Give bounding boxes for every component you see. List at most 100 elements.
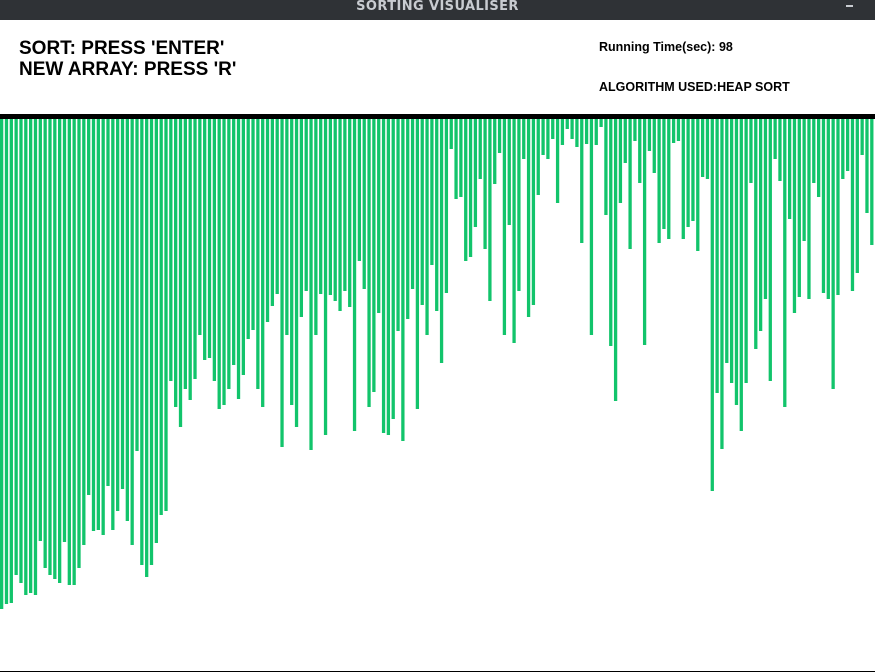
bar-2 [9,119,13,603]
bar-98 [473,119,478,227]
bar-136 [657,119,661,243]
bar-90 [435,119,439,311]
bar-168 [812,119,816,183]
bar-120 [580,119,584,243]
bar-164 [792,119,797,313]
bar-131 [633,119,637,141]
bar-88 [425,119,429,335]
bar-176 [850,119,855,291]
bar-44 [212,119,216,381]
bar-159 [768,119,772,381]
bar-150 [725,119,729,363]
bar-142 [686,119,690,227]
bar-80 [386,119,391,435]
bar-141 [681,119,685,239]
bar-19 [91,119,96,531]
bar-55 [265,119,270,322]
bar-101 [488,119,492,301]
bar-167 [807,119,811,299]
bar-152 [734,119,739,405]
bar-160 [773,119,777,159]
header-divider [0,114,875,119]
bar-38 [183,119,187,389]
bar-162 [783,119,787,407]
bar-180 [870,119,874,245]
bar-82 [396,119,400,331]
bar-12 [58,119,62,583]
bar-138 [667,119,671,239]
bar-89 [430,119,434,265]
bar-24 [116,119,120,511]
bar-36 [174,119,178,407]
new-array-instruction: NEW ARRAY: PRESS 'R' [19,59,237,80]
header-panel: SORT: PRESS 'ENTER' NEW ARRAY: PRESS 'R'… [0,20,875,114]
bar-22 [106,119,110,486]
bar-91 [439,119,444,363]
bar-18 [87,119,91,495]
bar-99 [478,119,482,179]
bar-62 [299,119,304,317]
bar-34 [164,119,168,511]
bar-81 [391,119,395,419]
bar-116 [560,119,565,145]
bar-50 [241,119,245,375]
bar-161 [778,119,782,181]
bar-25 [120,119,125,489]
bar-128 [618,119,623,203]
bar-56 [270,119,275,306]
bar-149 [720,119,724,449]
bar-177 [855,119,859,273]
bar-chart [0,119,875,671]
bar-174 [841,119,845,179]
bar-1 [4,119,9,604]
bar-175 [845,119,850,171]
bar-95 [459,119,463,197]
bar-125 [604,119,608,215]
bar-165 [797,119,801,297]
minimize-icon [846,5,853,7]
bar-43 [207,119,212,358]
bar-87 [420,119,424,305]
bar-3 [14,119,18,575]
bar-29 [140,119,144,565]
bar-48 [232,119,236,365]
running-time-label: Running Time(sec): [599,40,716,54]
bar-111 [536,119,540,195]
bar-0 [0,119,4,609]
bar-145 [700,119,705,177]
bar-59 [285,119,289,335]
bar-74 [357,119,362,261]
bar-47 [227,119,231,389]
bar-135 [652,119,656,173]
bar-35 [169,119,173,381]
bar-57 [275,119,279,294]
bar-75 [362,119,366,289]
bar-21 [101,119,105,535]
bar-9 [43,119,47,568]
bar-107 [517,119,521,291]
bar-16 [77,119,81,568]
bar-85 [410,119,415,289]
bar-41 [198,119,202,335]
bar-102 [493,119,497,184]
bar-54 [261,119,265,407]
algorithm-readout: ALGORITHM USED:HEAP SORT [599,80,790,94]
bar-77 [372,119,376,392]
bar-166 [802,119,806,241]
bar-60 [290,119,294,405]
bar-139 [671,119,676,143]
bar-58 [280,119,284,447]
bar-31 [149,119,154,565]
bar-171 [826,119,830,299]
minimize-button[interactable] [843,0,857,16]
bar-156 [754,119,758,349]
bar-27 [130,119,134,545]
bar-37 [178,119,183,427]
bar-42 [203,119,207,360]
bar-106 [512,119,516,343]
window-title: SORTING VISUALISER [356,0,519,14]
bar-169 [816,119,821,197]
bar-100 [483,119,487,249]
bar-124 [599,119,603,127]
bar-114 [551,119,555,139]
